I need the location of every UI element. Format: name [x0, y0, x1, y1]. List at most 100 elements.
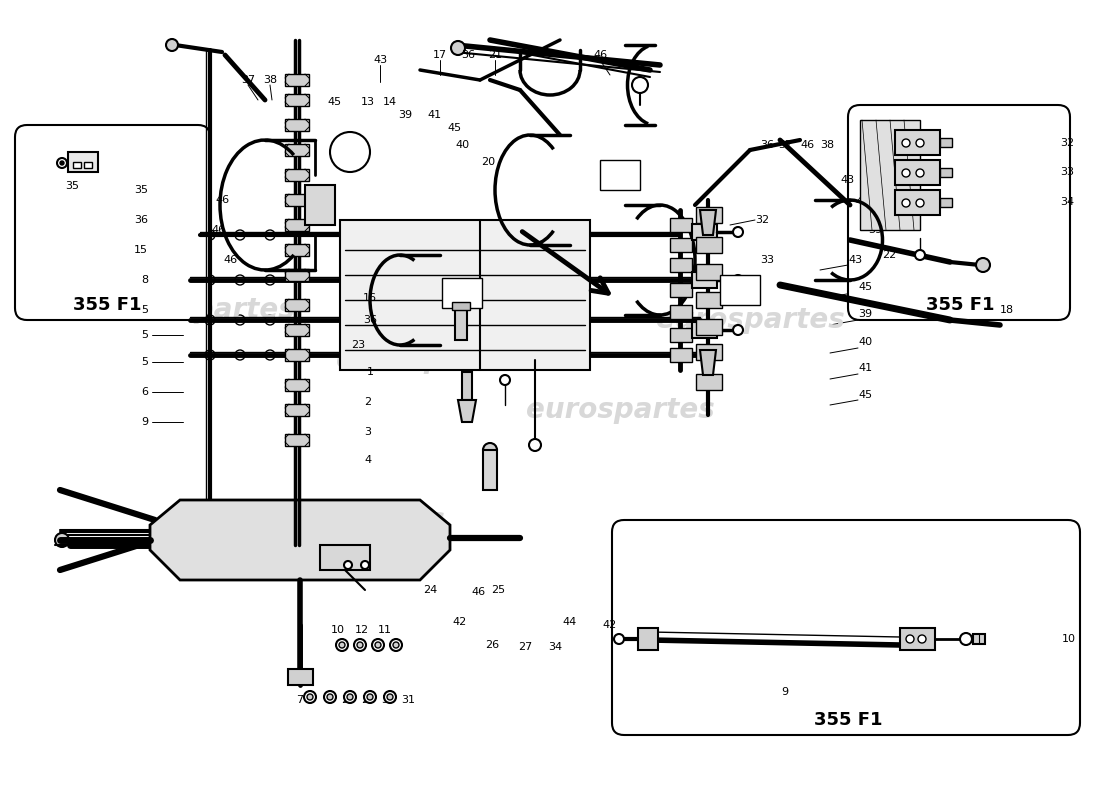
Bar [285, 144, 309, 156]
Text: 32: 32 [1060, 138, 1074, 148]
Bar [285, 404, 309, 416]
Bar [285, 324, 309, 336]
Text: 11: 11 [378, 625, 392, 635]
Bar [692, 272, 717, 288]
Text: 43: 43 [373, 55, 387, 65]
Bar [340, 220, 590, 370]
Bar [285, 299, 309, 311]
Circle shape [390, 639, 402, 651]
Text: 42: 42 [603, 620, 617, 630]
Text: 355 F1: 355 F1 [926, 296, 994, 314]
Circle shape [451, 41, 465, 55]
Bar [285, 349, 309, 361]
Bar [285, 219, 309, 231]
Text: 2: 2 [364, 397, 372, 407]
Circle shape [354, 639, 366, 651]
FancyBboxPatch shape [848, 105, 1070, 320]
Bar [670, 283, 692, 297]
Text: 25: 25 [491, 585, 505, 595]
Text: 39: 39 [858, 309, 872, 319]
Text: 24: 24 [422, 585, 437, 595]
Circle shape [375, 642, 381, 648]
Text: 5: 5 [141, 330, 149, 340]
Bar [288, 669, 313, 685]
Text: eurospartes: eurospartes [526, 396, 714, 424]
Text: 41: 41 [858, 363, 872, 373]
Circle shape [500, 375, 510, 385]
Bar [285, 74, 309, 86]
Bar [285, 94, 309, 106]
Circle shape [235, 275, 245, 285]
Circle shape [235, 350, 245, 360]
Text: 26: 26 [485, 640, 499, 650]
Circle shape [902, 199, 910, 207]
Circle shape [906, 635, 914, 643]
Circle shape [55, 533, 69, 547]
Bar [940, 168, 952, 177]
FancyBboxPatch shape [15, 125, 210, 320]
Text: 31: 31 [402, 695, 415, 705]
FancyBboxPatch shape [612, 520, 1080, 735]
Bar [285, 119, 309, 131]
Text: 7: 7 [296, 695, 304, 705]
Text: 355 F1: 355 F1 [73, 296, 141, 314]
Circle shape [393, 642, 399, 648]
Circle shape [733, 227, 742, 237]
Text: 6: 6 [141, 387, 149, 397]
Text: 35: 35 [134, 185, 148, 195]
Text: 38: 38 [820, 140, 834, 150]
Bar [940, 198, 952, 207]
Text: 46: 46 [211, 225, 226, 235]
Text: eurospartes: eurospartes [255, 506, 444, 534]
Text: 41: 41 [428, 110, 442, 120]
Text: 45: 45 [448, 123, 462, 133]
Bar [68, 152, 98, 172]
Text: 16: 16 [363, 293, 377, 303]
Circle shape [614, 634, 624, 644]
Text: 1: 1 [366, 367, 374, 377]
Text: 5: 5 [141, 305, 149, 315]
Circle shape [235, 315, 245, 325]
Text: 36: 36 [461, 50, 475, 60]
Text: 4ª: 4ª [615, 179, 625, 189]
Circle shape [916, 139, 924, 147]
Text: 45: 45 [858, 282, 872, 292]
Circle shape [529, 439, 541, 451]
Text: 28: 28 [341, 695, 355, 705]
Text: 34: 34 [1060, 197, 1074, 207]
Text: 14: 14 [383, 97, 397, 107]
Text: 39: 39 [398, 110, 412, 120]
Circle shape [384, 691, 396, 703]
Polygon shape [700, 350, 716, 375]
Text: 36: 36 [134, 215, 148, 225]
Text: 1ª: 1ª [456, 285, 468, 295]
Circle shape [60, 161, 64, 165]
Circle shape [632, 77, 648, 93]
Text: 35: 35 [65, 181, 79, 191]
Text: 30: 30 [381, 695, 395, 705]
Text: 5: 5 [141, 357, 149, 367]
Text: 46: 46 [471, 587, 485, 597]
Circle shape [339, 642, 345, 648]
Circle shape [57, 158, 67, 168]
Bar [670, 305, 692, 319]
Text: 13: 13 [361, 97, 375, 107]
Text: 21: 21 [488, 50, 502, 60]
Circle shape [372, 639, 384, 651]
Bar [974, 634, 984, 644]
Text: 4: 4 [364, 455, 372, 465]
Bar [895, 130, 940, 155]
Text: RM: RM [339, 146, 361, 158]
Text: 39: 39 [868, 225, 882, 235]
Text: 23: 23 [351, 340, 365, 350]
Circle shape [367, 694, 373, 700]
Text: 37: 37 [778, 140, 792, 150]
Text: 355 F1: 355 F1 [814, 711, 882, 729]
Circle shape [358, 642, 363, 648]
Circle shape [915, 250, 925, 260]
Circle shape [330, 132, 370, 172]
Text: 12: 12 [355, 625, 370, 635]
Bar [638, 628, 658, 650]
Bar [940, 138, 952, 147]
Circle shape [205, 350, 214, 360]
